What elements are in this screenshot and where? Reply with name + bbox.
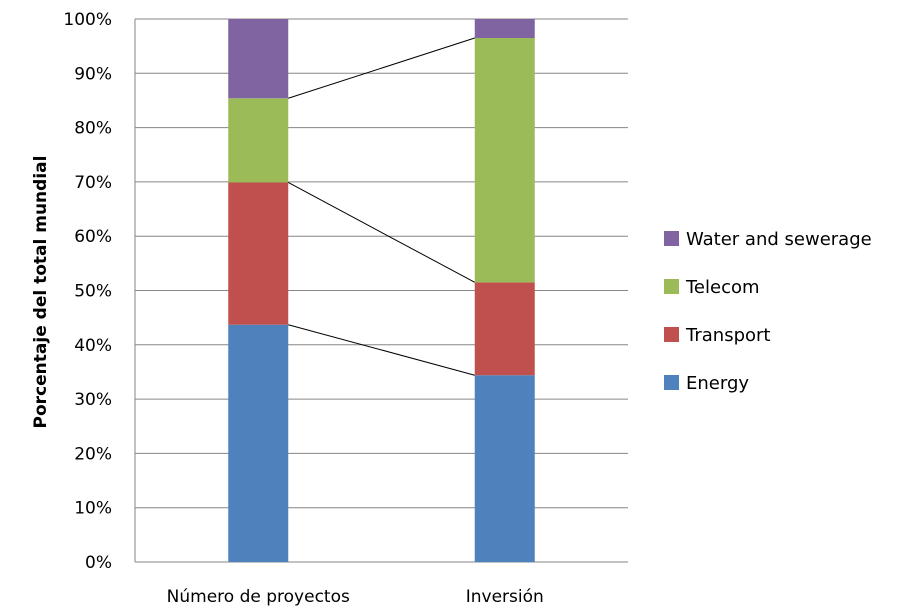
legend-swatch (664, 279, 679, 294)
connector-line (288, 182, 475, 283)
legend-swatch (664, 327, 679, 342)
bar-segment (474, 19, 535, 39)
bar-segment (474, 375, 535, 562)
gridlines (134, 18, 628, 563)
bar-segment (228, 19, 289, 99)
bar-segment (474, 38, 535, 283)
y-tick-label: 80% (74, 119, 112, 139)
y-axis-ticks: 0% 10% 20% 30% 40% 50% 60% 70% 80% 90% 100% (63, 10, 112, 573)
legend-swatch (664, 231, 679, 246)
y-tick-label: 60% (74, 227, 112, 247)
bar-segment (228, 182, 289, 325)
legend-label: Transport (685, 325, 770, 346)
y-tick-label: 10% (74, 499, 112, 519)
legend-label: Water and sewerage (686, 229, 872, 250)
x-axis-categories: Número de proyectos Inversión (167, 587, 544, 607)
x-category-label: Número de proyectos (167, 587, 350, 607)
y-tick-label: 40% (74, 336, 112, 356)
connector-line (288, 37, 475, 99)
bar-segment (228, 324, 289, 562)
y-tick-label: 100% (63, 10, 112, 30)
y-tick-label: 30% (74, 390, 112, 410)
legend-label: Energy (686, 373, 749, 394)
connector-lines (288, 37, 475, 376)
y-tick-label: 90% (74, 64, 112, 84)
y-tick-label: 0% (85, 553, 112, 573)
y-axis-label: Porcentaje del total mundial (31, 156, 51, 429)
y-tick-label: 20% (74, 444, 112, 464)
legend: Water and sewerage Telecom Transport Energy (664, 229, 872, 394)
bar-segment (474, 282, 535, 376)
connector-line (288, 324, 475, 376)
x-category-label: Inversión (466, 587, 544, 607)
legend-label: Telecom (685, 277, 760, 298)
bar-segment (228, 98, 289, 183)
y-tick-label: 50% (74, 282, 112, 302)
y-tick-label: 70% (74, 173, 112, 193)
bars (228, 19, 535, 562)
legend-swatch (664, 375, 679, 390)
